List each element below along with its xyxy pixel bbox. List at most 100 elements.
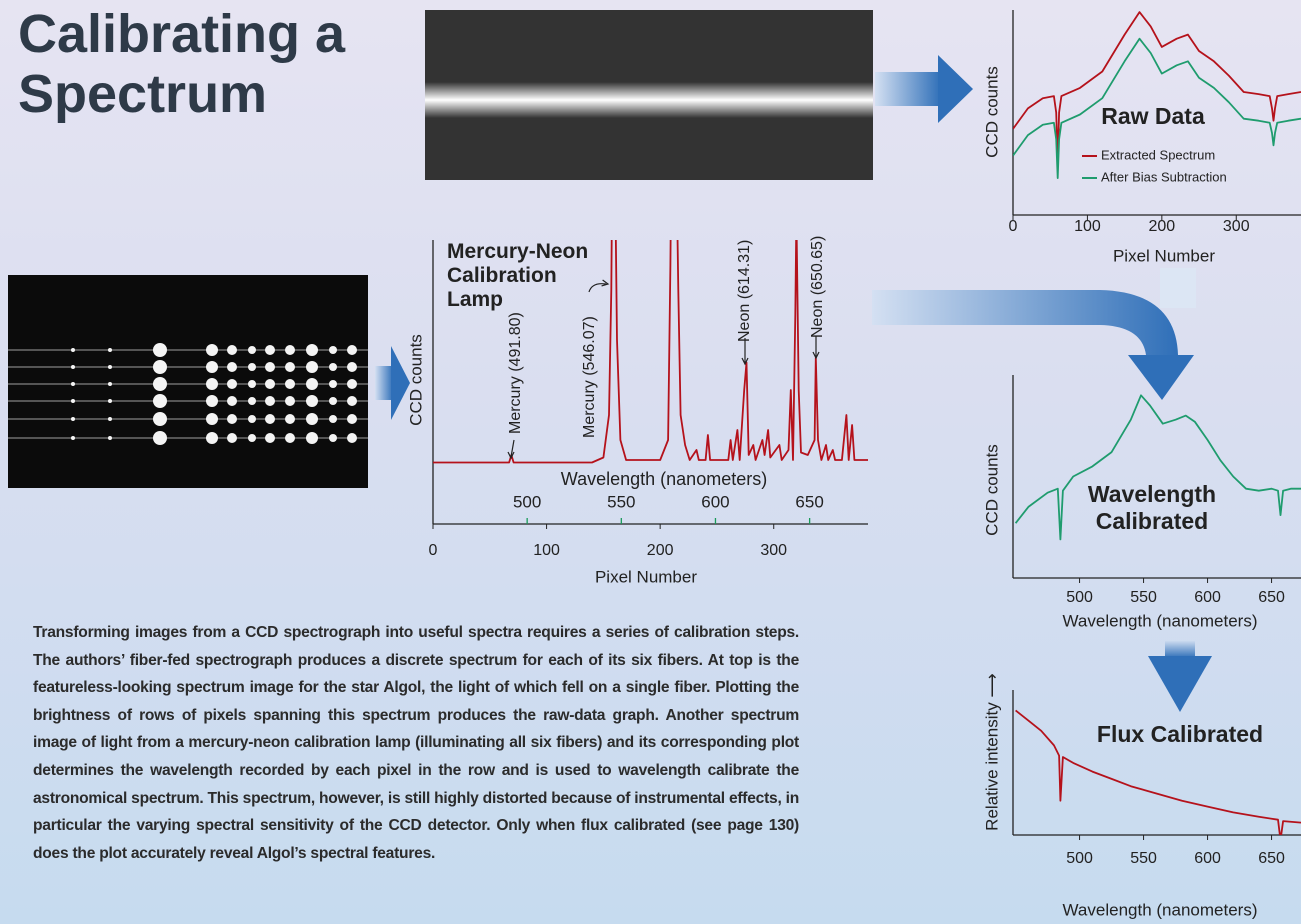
y-axis-label: CCD counts (982, 66, 1001, 158)
lamp-line-spot (285, 414, 295, 424)
x-tick-label: 0 (429, 542, 438, 559)
peak-annotation: Neon (614.31) (736, 240, 753, 342)
x2-axis-label: Wavelength (nanometers) (561, 469, 767, 489)
lamp-line-spot (347, 433, 357, 443)
legend-label: Extracted Spectrum (1101, 147, 1215, 162)
lamp-line-spot (347, 396, 357, 406)
lamp-line-spot (265, 433, 275, 443)
x-tick-label: 100 (1074, 218, 1101, 235)
lamp-line-spot (265, 396, 275, 406)
x2-tick-label: 550 (607, 492, 635, 511)
lamp-line-spot (108, 436, 112, 440)
lamp-line-spot (108, 417, 112, 421)
lamp-line-spot (347, 345, 357, 355)
lamp-line-spot (265, 414, 275, 424)
lamp-line-spot (285, 396, 295, 406)
chart-title: Raw Data (1101, 103, 1205, 129)
x-tick-label: 600 (1194, 589, 1221, 606)
x-tick-label: 650 (1258, 589, 1285, 606)
x-tick-label: 500 (1066, 850, 1093, 867)
x2-tick-label: 650 (795, 492, 823, 511)
lamp-line-spot (71, 382, 75, 386)
x-axis-label: Pixel Number (595, 567, 697, 586)
lamp-line-spot (227, 414, 237, 424)
lamp-line-spot (306, 432, 318, 444)
arrow-shaft (1165, 640, 1195, 658)
y-axis-label: CCD counts (406, 334, 425, 426)
lamp-line-spot (71, 365, 75, 369)
lamp-line-spot (227, 396, 237, 406)
x-axis-label: Wavelength (nanometers) (1063, 611, 1258, 630)
x-tick-label: 600 (1194, 850, 1221, 867)
lamp-line-spot (329, 363, 337, 371)
lamp-line-spot (329, 434, 337, 442)
lamp-line-spot (329, 397, 337, 405)
lamp-line-spot (347, 379, 357, 389)
x-tick-label: 500 (1066, 589, 1093, 606)
y-axis-label: CCD counts (982, 444, 1001, 536)
x-tick-label: 550 (1130, 589, 1157, 606)
x-axis-label: Pixel Number (1113, 246, 1215, 265)
infographic: 0 100 200 300 Pixel Number CCD counts Raw Data… (0, 0, 1301, 924)
lamp-line-spot (227, 379, 237, 389)
lamp-line-spot (206, 361, 218, 373)
lamp-line-spot (227, 345, 237, 355)
arrow-head (1148, 656, 1212, 712)
arrow-shaft (375, 366, 393, 400)
lamp-line-spot (108, 382, 112, 386)
lamp-line-spot (329, 415, 337, 423)
x-tick-label: 200 (1148, 218, 1175, 235)
lamp-line-spot (248, 380, 256, 388)
lamp-line-spot (306, 413, 318, 425)
lamp-line-spot (71, 417, 75, 421)
arrow-head (1128, 355, 1194, 400)
x-tick-label: 550 (1130, 850, 1157, 867)
chart-title: WavelengthCalibrated (1088, 481, 1216, 534)
peak-annotation: Mercury (546.07) (581, 316, 598, 438)
lamp-line-spot (329, 380, 337, 388)
lamp-line-spot (248, 397, 256, 405)
lamp-line-spot (285, 433, 295, 443)
lamp-line-spot (248, 363, 256, 371)
algol-spectrum-band (425, 82, 873, 118)
x-tick-label: 0 (1009, 218, 1018, 235)
lamp-line-spot (306, 395, 318, 407)
lamp-line-spot (248, 415, 256, 423)
lamp-line-spot (285, 379, 295, 389)
y-axis-label: Relative intensity ⟶ (982, 673, 1001, 831)
lamp-chart-title: Mercury-Neon Calibration Lamp (447, 240, 617, 312)
lamp-line-spot (108, 348, 112, 352)
lamp-line-spot (153, 360, 167, 374)
lamp-line-spot (153, 343, 167, 357)
lamp-line-spot (153, 394, 167, 408)
x-tick-label: 200 (647, 542, 674, 559)
x-tick-label: 300 (1223, 218, 1250, 235)
x-tick-label: 300 (760, 542, 787, 559)
lamp-line-spot (265, 379, 275, 389)
x2-tick-label: 600 (701, 492, 729, 511)
peak-annotation: Neon (650.65) (809, 236, 826, 338)
x-tick-label: 650 (1258, 850, 1285, 867)
x-tick-label: 100 (533, 542, 560, 559)
legend-label: After Bias Subtraction (1101, 169, 1227, 184)
lamp-line-spot (71, 348, 75, 352)
caption: Transforming images from a CCD spectrogr… (33, 619, 799, 867)
lamp-line-spot (108, 365, 112, 369)
lamp-line-spot (206, 344, 218, 356)
chart-title: Flux Calibrated (1097, 721, 1263, 747)
lamp-line-spot (285, 362, 295, 372)
lamp-line-spot (206, 432, 218, 444)
lamp-line-spot (248, 434, 256, 442)
lamp-line-spot (108, 399, 112, 403)
lamp-line-spot (71, 399, 75, 403)
lamp-line-spot (227, 433, 237, 443)
lamp-line-spot (306, 378, 318, 390)
lamp-line-spot (347, 362, 357, 372)
arrow-shaft (875, 72, 941, 106)
lamp-line-spot (227, 362, 237, 372)
lamp-line-spot (265, 345, 275, 355)
lamp-line-spot (206, 378, 218, 390)
lamp-line-spot (265, 362, 275, 372)
page-title: Calibrating a Spectrum (18, 4, 398, 124)
lamp-line-spot (153, 412, 167, 426)
